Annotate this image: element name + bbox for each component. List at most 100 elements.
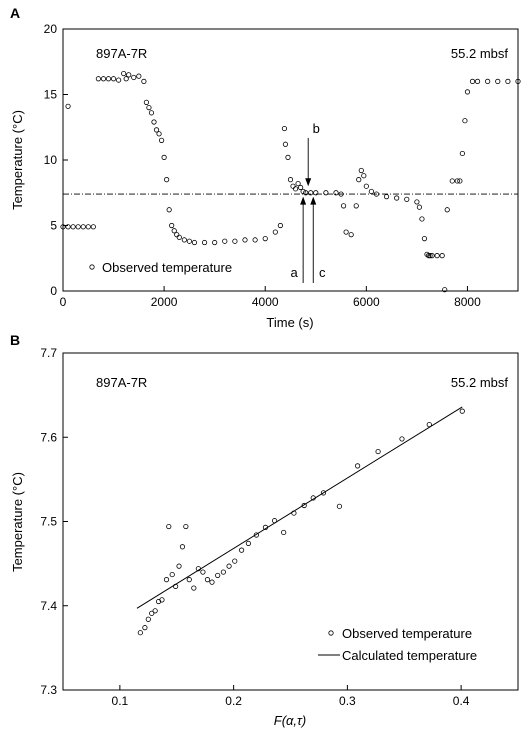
panel-a-y-axis-title: Temperature (°C) bbox=[10, 110, 25, 210]
data-point bbox=[142, 625, 148, 631]
data-point bbox=[404, 196, 410, 202]
panel-b-y-ticks: 7.3 7.4 7.5 7.6 7.7 bbox=[40, 346, 68, 697]
data-point bbox=[105, 76, 112, 82]
data-point bbox=[245, 540, 252, 547]
data-point bbox=[439, 253, 445, 259]
x-tick-label: 8000 bbox=[454, 295, 481, 309]
y-tick-label: 7.5 bbox=[40, 515, 57, 529]
annotation-arrowhead bbox=[310, 196, 317, 205]
data-point bbox=[505, 78, 511, 85]
data-point bbox=[495, 78, 501, 85]
data-point bbox=[191, 239, 198, 246]
data-point bbox=[416, 204, 423, 210]
data-point bbox=[310, 495, 316, 501]
data-point bbox=[281, 529, 287, 536]
data-point bbox=[375, 448, 381, 455]
x-tick-label: 0.3 bbox=[339, 694, 356, 708]
annotation-label-b: b bbox=[313, 121, 320, 136]
y-tick-label: 5 bbox=[50, 219, 57, 233]
data-point bbox=[333, 190, 339, 196]
data-point bbox=[373, 191, 380, 197]
data-point bbox=[281, 125, 288, 132]
data-point bbox=[116, 77, 122, 83]
panel-b-x-axis-title: F(α,τ) bbox=[274, 713, 307, 728]
y-tick-label: 7.6 bbox=[40, 430, 57, 444]
data-point bbox=[313, 190, 319, 196]
data-point bbox=[282, 141, 289, 147]
data-point bbox=[174, 232, 180, 238]
data-point bbox=[253, 532, 259, 538]
data-point bbox=[426, 422, 432, 428]
x-tick-label: 4000 bbox=[252, 295, 279, 309]
data-point bbox=[151, 119, 157, 125]
x-tick-label: 2000 bbox=[151, 295, 178, 309]
data-point bbox=[383, 194, 390, 200]
data-point bbox=[434, 253, 440, 259]
data-point bbox=[462, 118, 468, 124]
data-point bbox=[242, 237, 248, 243]
panel-b-legend-marker-observed bbox=[328, 630, 334, 636]
data-point bbox=[163, 577, 170, 583]
y-tick-label: 15 bbox=[44, 88, 58, 102]
data-point bbox=[209, 579, 215, 585]
panel-b-y-axis-title: Temperature (°C) bbox=[10, 472, 25, 572]
data-point bbox=[171, 228, 177, 234]
data-point bbox=[75, 224, 81, 230]
data-point bbox=[353, 203, 359, 209]
panel-a-y-ticks: 0 5 10 15 20 bbox=[44, 22, 68, 298]
data-point bbox=[137, 630, 143, 636]
data-point bbox=[399, 436, 405, 442]
data-point bbox=[252, 237, 258, 243]
data-point bbox=[226, 563, 232, 569]
data-point bbox=[338, 191, 344, 197]
data-point bbox=[90, 224, 96, 230]
data-point bbox=[457, 178, 463, 184]
data-point bbox=[186, 238, 192, 244]
data-point bbox=[110, 76, 117, 82]
panel-a-label: A bbox=[10, 5, 20, 21]
data-point bbox=[291, 510, 297, 516]
data-point bbox=[295, 180, 301, 187]
data-point bbox=[141, 78, 147, 85]
data-point bbox=[85, 224, 91, 230]
data-point bbox=[148, 110, 155, 116]
data-point bbox=[183, 523, 189, 530]
data-point bbox=[158, 137, 165, 143]
data-point bbox=[361, 173, 367, 179]
data-point bbox=[368, 188, 374, 195]
data-point bbox=[414, 199, 420, 205]
data-point bbox=[238, 547, 245, 553]
panel-b-legend-label-observed: Observed temperature bbox=[342, 626, 472, 641]
annotation-label-c: c bbox=[319, 265, 326, 280]
data-point bbox=[159, 597, 165, 603]
data-point bbox=[212, 239, 218, 246]
data-point bbox=[60, 224, 66, 230]
annotation-arrowhead bbox=[305, 178, 312, 187]
panel-a-site-label: 897A-7R bbox=[96, 46, 147, 61]
data-point bbox=[262, 236, 268, 242]
panel-b-label: B bbox=[10, 332, 20, 348]
data-point bbox=[149, 610, 155, 616]
data-point bbox=[340, 203, 347, 209]
data-point bbox=[166, 523, 172, 530]
y-tick-label: 10 bbox=[44, 153, 58, 167]
data-point bbox=[65, 224, 71, 230]
x-tick-label: 0 bbox=[60, 295, 67, 309]
data-point bbox=[444, 207, 450, 213]
data-point bbox=[153, 127, 160, 133]
data-point bbox=[95, 76, 101, 82]
data-point bbox=[201, 239, 208, 246]
data-point bbox=[459, 408, 465, 414]
data-point bbox=[320, 490, 327, 496]
panel-a-legend-label: Observed temperature bbox=[102, 260, 232, 275]
data-point bbox=[358, 167, 364, 174]
data-point bbox=[136, 73, 142, 79]
data-point bbox=[169, 222, 175, 229]
data-point bbox=[164, 177, 170, 183]
data-point bbox=[285, 154, 291, 160]
data-point bbox=[515, 78, 521, 85]
data-point bbox=[191, 585, 197, 591]
x-tick-label: 0.2 bbox=[225, 694, 242, 708]
data-point bbox=[70, 224, 76, 230]
